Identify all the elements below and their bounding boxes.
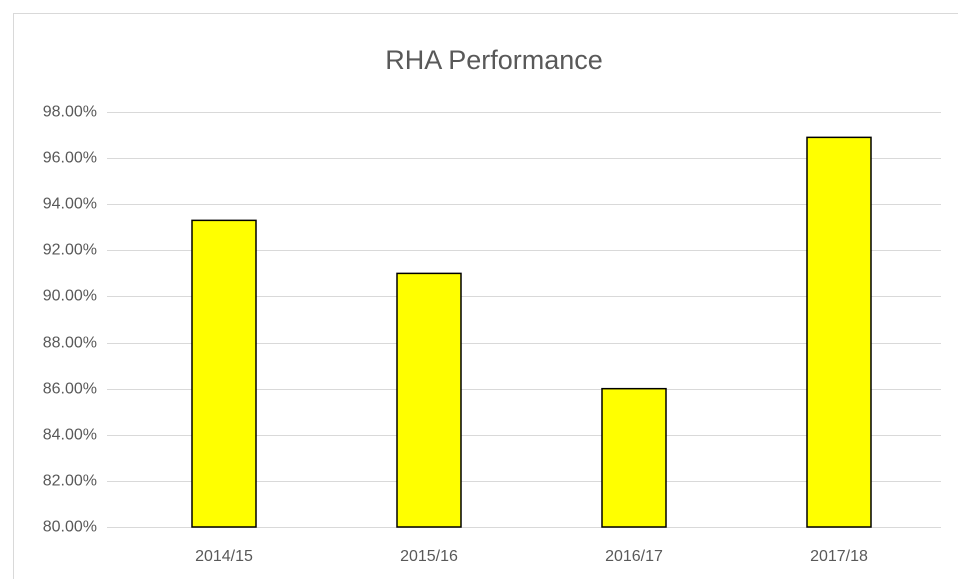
bar xyxy=(601,387,667,528)
bar xyxy=(191,219,257,528)
y-tick-label: 94.00% xyxy=(43,196,97,213)
y-tick-label: 96.00% xyxy=(43,150,97,167)
bar xyxy=(806,136,872,528)
y-tick-label: 90.00% xyxy=(43,288,97,305)
x-tick-label: 2014/15 xyxy=(195,548,253,565)
x-tick-label: 2017/18 xyxy=(810,548,868,565)
y-tick-label: 84.00% xyxy=(43,427,97,444)
y-tick-label: 92.00% xyxy=(43,242,97,259)
y-tick-label: 98.00% xyxy=(43,104,97,121)
bar xyxy=(396,272,462,528)
y-tick-label: 86.00% xyxy=(43,381,97,398)
chart-title: RHA Performance xyxy=(385,45,603,75)
y-tick-label: 82.00% xyxy=(43,473,97,490)
x-tick-label: 2016/17 xyxy=(605,548,663,565)
x-tick-label: 2015/16 xyxy=(400,548,458,565)
y-tick-label: 80.00% xyxy=(43,519,97,536)
y-tick-label: 88.00% xyxy=(43,335,97,352)
